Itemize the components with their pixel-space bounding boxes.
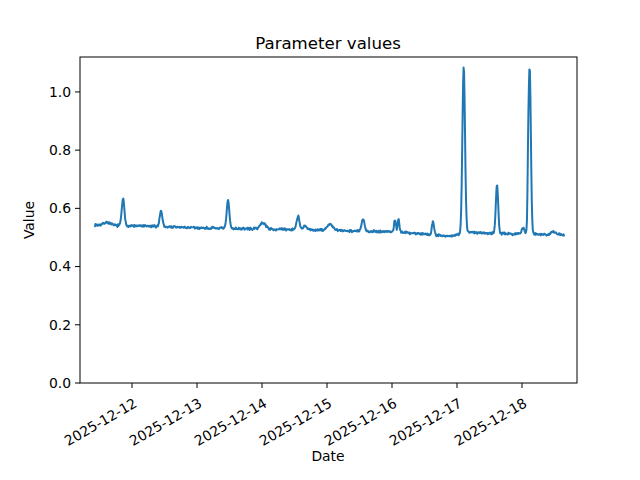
y-tick-label: 0.2 <box>49 317 71 333</box>
x-tick-label: 2025-12-15 <box>257 395 335 449</box>
x-tick-label: 2025-12-13 <box>127 395 205 449</box>
y-axis-label: Value <box>21 201 37 239</box>
y-axis-ticks <box>75 92 80 383</box>
y-tick-label: 0.6 <box>49 200 71 216</box>
x-tick-label: 2025-12-16 <box>322 395 400 449</box>
x-tick-label: 2025-12-12 <box>62 395 140 449</box>
x-tick-label: 2025-12-17 <box>387 395 465 449</box>
data-series-group <box>95 68 564 237</box>
y-tick-label: 0.4 <box>49 258 71 274</box>
y-tick-label: 1.0 <box>49 84 71 100</box>
plot-area <box>80 57 577 383</box>
y-tick-label: 0.0 <box>49 375 71 391</box>
series-line <box>95 68 564 237</box>
x-axis-tick-labels: 2025-12-122025-12-132025-12-142025-12-15… <box>62 395 530 449</box>
chart-canvas: 0.00.20.40.60.81.0 2025-12-122025-12-132… <box>0 0 640 480</box>
x-tick-label: 2025-12-18 <box>452 395 530 449</box>
x-tick-label: 2025-12-14 <box>192 395 270 449</box>
y-axis-tick-labels: 0.0 0.2 0.4 0.6 0.8 1.0 <box>49 84 71 391</box>
x-axis-ticks <box>132 383 522 388</box>
matplotlib-figure: 0.00.20.40.60.81.0 2025-12-122025-12-132… <box>0 0 640 480</box>
y-tick-label: 0.8 <box>49 142 71 158</box>
chart-title: Parameter values <box>255 34 401 53</box>
x-axis-label: Date <box>311 448 344 464</box>
